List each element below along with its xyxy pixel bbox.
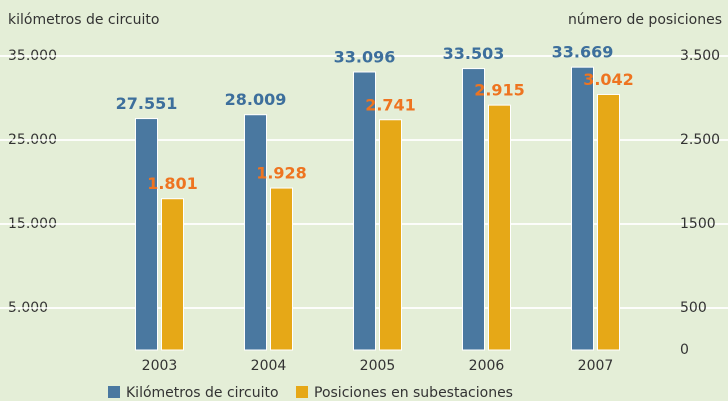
value-label: 33.503 [443, 44, 505, 63]
bar [462, 68, 485, 351]
value-label: 2.915 [474, 81, 525, 100]
y2-tick-label: 3.500 [680, 48, 720, 64]
value-label: 33.669 [552, 43, 614, 62]
x-tick-label: 2005 [360, 358, 396, 374]
y2-axis-title: número de posiciones [568, 12, 722, 28]
bar [161, 198, 184, 351]
value-label: 3.042 [583, 70, 634, 89]
value-label: 33.096 [334, 47, 396, 66]
x-tick-label: 2006 [469, 358, 505, 374]
value-label: 2.741 [365, 95, 416, 114]
legend-swatch [108, 386, 120, 398]
value-label: 28.009 [225, 90, 287, 109]
y2-tick-label: 1500 [680, 216, 716, 232]
bar [270, 187, 293, 351]
legend-label: Kilómetros de circuito [126, 385, 279, 401]
bar [488, 104, 511, 351]
value-label: 1.928 [256, 164, 307, 183]
y-axis-title: kilómetros de circuito [8, 12, 159, 28]
x-tick-label: 2004 [251, 358, 287, 374]
y2-tick-label: 500 [680, 300, 707, 316]
legend-label: Posiciones en subestaciones [314, 385, 513, 401]
bar [244, 114, 267, 351]
x-tick-label: 2007 [578, 358, 614, 374]
y2-tick-label: 2.500 [680, 132, 720, 148]
y2-tick-label: 0 [680, 342, 689, 358]
bar [353, 71, 376, 351]
bar [597, 93, 620, 351]
bar [571, 66, 594, 351]
value-label: 27.551 [116, 94, 178, 113]
legend-swatch [296, 386, 308, 398]
bar [135, 118, 158, 351]
value-label: 1.801 [147, 174, 198, 193]
x-tick-label: 2003 [142, 358, 178, 374]
bar [379, 119, 402, 351]
